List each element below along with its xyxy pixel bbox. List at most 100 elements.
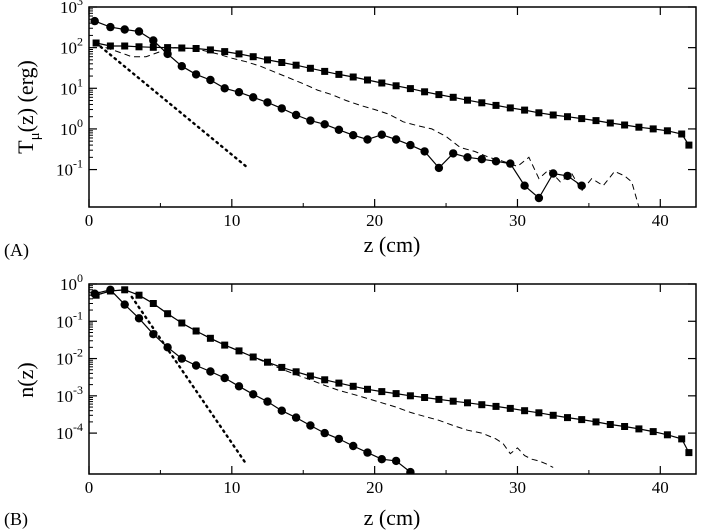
panel-b-series-0-point <box>392 390 400 398</box>
x-tick-label: 20 <box>366 211 383 230</box>
panel-a-series-0-point <box>564 113 571 121</box>
panel-a-series-1-point <box>163 49 172 59</box>
panel-b-series-1-point <box>291 413 301 422</box>
y-tick-label: 10-4 <box>56 420 83 443</box>
panel-b-series-0-point <box>663 431 671 439</box>
x-tick-label: 10 <box>223 478 240 497</box>
panel-a-series-0-line <box>95 42 690 146</box>
panel-b-series-1-point <box>120 300 129 309</box>
panel-b-series-0-point <box>435 395 443 403</box>
panel-a-series-1-point <box>220 84 229 93</box>
panel-a-series-1-point <box>363 135 372 144</box>
panel-b-series-0-point <box>235 347 243 355</box>
panel-b-series-1-point <box>349 441 358 451</box>
panel-a-series-0-point <box>292 61 300 69</box>
panel-a-series-0-point <box>592 117 600 125</box>
panel-a-series-1-point <box>149 36 158 45</box>
y-tick-label: 100 <box>60 116 83 139</box>
panel-b-series-0-point <box>206 334 214 342</box>
panel-a-series-1-point <box>277 104 286 113</box>
panel-b-series-0-point <box>349 382 357 390</box>
panel-b-series-0-point <box>449 397 457 405</box>
panel-b-series-0-point <box>406 392 414 400</box>
panel-a-series-0-point <box>321 67 329 75</box>
panel-a-series-1-point <box>377 130 386 139</box>
panel-a-series-1-point <box>506 159 515 168</box>
panel-a-series-0-point <box>449 93 457 101</box>
panel-a-series-0-point <box>421 88 429 96</box>
panel-a-series-1-point <box>249 93 258 102</box>
panel-a-series-1-point <box>263 98 272 107</box>
panel-b-series-0-point <box>685 449 693 457</box>
panel-b-series-0-point <box>592 418 600 426</box>
panel-b-series-3-line <box>130 295 248 465</box>
panel-a-label: (A) <box>4 240 29 261</box>
panel-b-series-0-point <box>506 404 514 412</box>
panel-b-series-0-point <box>121 286 129 294</box>
panel-b-series-1-point <box>306 421 315 430</box>
panel-a-series-0-point <box>478 99 486 107</box>
panel-a-series-0-point <box>178 44 186 52</box>
panel-a-series-0-point <box>549 111 557 119</box>
x-tick-label: 0 <box>85 211 94 230</box>
panel-a-series-1-point <box>334 125 344 134</box>
panel-b-series-1-point <box>134 314 144 323</box>
panel-a-series-0-point <box>435 91 443 99</box>
panel-b-series-1-point <box>177 354 186 363</box>
panel-a-series-1-point <box>534 193 544 203</box>
panel-a-series-0-point <box>606 119 614 127</box>
panel-a-series-0-point <box>335 70 343 78</box>
panel-a-series-1-point <box>349 131 358 140</box>
panel-a-x-axis-title: z (cm) <box>364 232 421 257</box>
panel-a-series-0-point <box>106 42 114 50</box>
panel-a-series-0-point <box>521 106 529 114</box>
panel-b-series-1-point <box>277 406 286 415</box>
panel-b-series-0-point <box>164 310 172 318</box>
panel-b-series-1-point <box>377 455 386 464</box>
panel-b-series-0-point <box>464 399 471 407</box>
panel-a-series-0-point <box>135 43 143 51</box>
panel-a-series <box>90 16 693 207</box>
panel-a-series-1-point <box>177 61 186 71</box>
panel-a-series-0-point <box>149 43 157 51</box>
panel-a-series-1-point <box>106 22 115 32</box>
panel-a-series-1-point <box>234 88 244 97</box>
panel-b-series-2-line <box>95 289 554 468</box>
panel-b-series-0-point <box>378 388 386 396</box>
panel-a-series-0-point <box>635 123 643 131</box>
panel-a-series-0-point <box>249 53 257 61</box>
panel-a-series-2-line <box>95 43 640 207</box>
panel-a-series-1-point <box>191 70 201 79</box>
panel-b-series-0-point <box>678 435 686 443</box>
panel-a-series-0-point <box>349 73 357 81</box>
x-tick-label: 20 <box>366 478 383 497</box>
panel-b-series-1-point <box>90 289 99 298</box>
panel-b-series-1-point <box>363 448 372 457</box>
panel-b-series-0-point <box>535 409 543 417</box>
y-tick-label: 103 <box>60 0 83 17</box>
panel-a-series-0-point <box>378 79 386 87</box>
panel-b-series-0-point <box>306 372 314 380</box>
x-tick-label: 30 <box>509 478 526 497</box>
panel-a-series-0-point <box>649 125 657 133</box>
panel-b-series-0-point <box>421 394 429 401</box>
panel-b-label: (B) <box>4 509 28 530</box>
panel-a-y-title-sub: μ <box>27 132 43 140</box>
panel-a-plot-frame <box>88 6 697 208</box>
panel-a-series-0-point <box>464 96 471 104</box>
x-tick-label: 40 <box>652 478 669 497</box>
panel-b-series-0-point <box>635 425 643 433</box>
panel-b-plot-frame <box>88 283 697 475</box>
panel-b-x-ticks: 0 10 20 30 40 <box>85 284 669 497</box>
panel-a-series-1-point <box>477 155 486 164</box>
panel-b-series-1-point <box>220 373 229 383</box>
panel-a-series-1-point <box>120 25 129 34</box>
panel-b-series <box>90 285 693 474</box>
panel-a-series-0-point <box>164 44 172 52</box>
panel-b-x-axis-title: z (cm) <box>364 505 421 530</box>
panel-a-series-1-point <box>420 147 429 156</box>
panel-a-series-0-point <box>221 48 229 56</box>
panel-b-y-axis-title: n(z) <box>13 362 38 397</box>
panel-b-series-0-line <box>95 289 690 453</box>
